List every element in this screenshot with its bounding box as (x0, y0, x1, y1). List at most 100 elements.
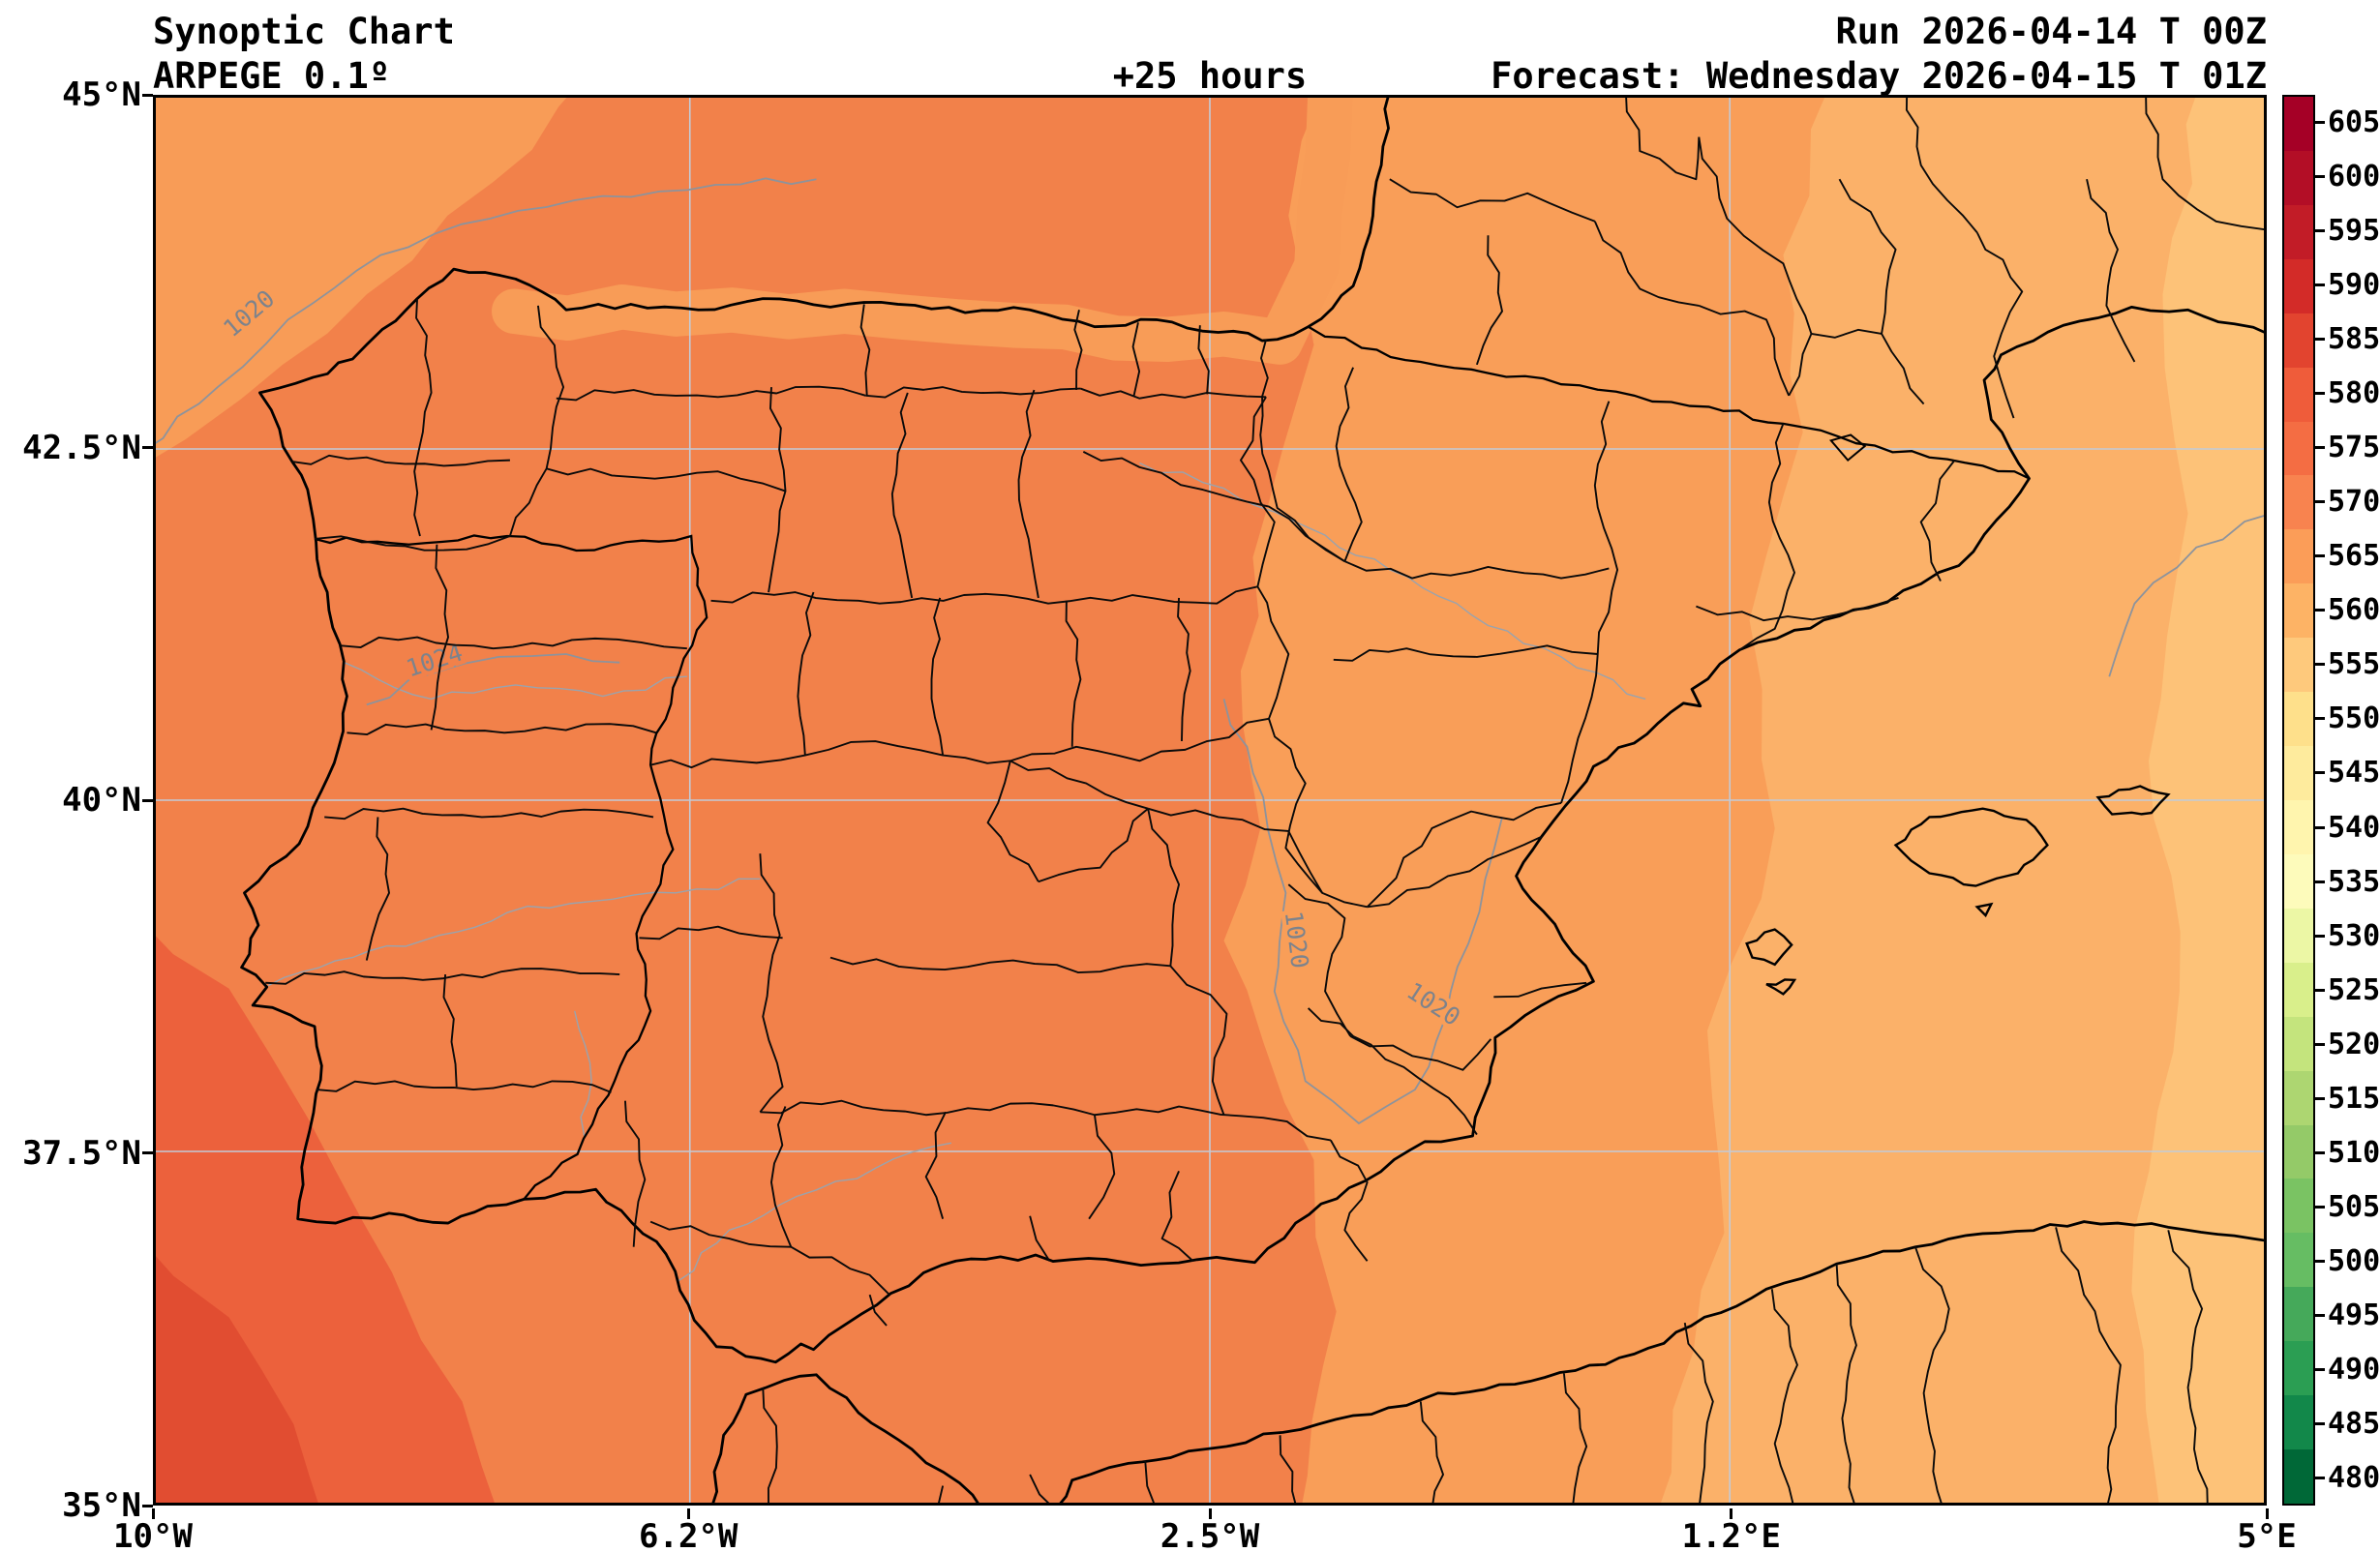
colorbar-segment (2284, 1124, 2313, 1179)
province-boundary (1344, 561, 1609, 578)
colorbar-tick-label: 515 (2328, 1081, 2380, 1116)
colorbar-tick-row: 510 (2315, 1125, 2380, 1179)
province-boundary (625, 1101, 645, 1247)
colorbar-tick (2315, 120, 2325, 124)
colorbar-tick-label: 600 (2328, 159, 2380, 194)
run-label: Run 2026-04-14 T 00Z (1835, 11, 2267, 52)
colorbar-tick-row: 600 (2315, 149, 2380, 203)
colorbar-tick-label: 565 (2328, 539, 2380, 574)
colorbar-segment (2284, 853, 2313, 909)
province-boundary (926, 1112, 946, 1218)
colorbar-tick (2315, 1042, 2325, 1046)
colorbar-segment (2284, 313, 2313, 368)
colorbar-tick (2315, 174, 2325, 178)
province-boundary (1083, 452, 1344, 561)
province-boundary (547, 468, 786, 491)
river-line (1139, 463, 1645, 700)
colorbar-tick-label: 550 (2328, 701, 2380, 736)
province-boundary (1260, 340, 1344, 561)
colorbar-tick-label: 595 (2328, 213, 2380, 248)
island-coastline (1977, 904, 1992, 915)
province-boundary (1010, 761, 1148, 808)
province-boundary (265, 969, 619, 984)
colorbar-tick-row: 565 (2315, 529, 2380, 583)
border-spain-france (1309, 327, 2030, 479)
colorbar-segment (2284, 1233, 2313, 1288)
province-boundary (444, 974, 457, 1087)
africa-coastline-east (1055, 1222, 2264, 1503)
colorbar-tick (2315, 934, 2325, 938)
colorbar-tick-row: 585 (2315, 312, 2380, 366)
river-line (678, 1143, 951, 1280)
colorbar-tick-row: 545 (2315, 746, 2380, 800)
colorbar-tick (2315, 500, 2325, 504)
province-boundary (932, 598, 944, 756)
y-axis-tick (142, 1504, 153, 1507)
colorbar-segment (2284, 1070, 2313, 1125)
colorbar-tick (2315, 337, 2325, 341)
colorbar-tick-label: 525 (2328, 972, 2380, 1007)
province-boundary (865, 387, 1080, 397)
colorbar-segment (2284, 962, 2313, 1017)
colorbar-tick-label: 485 (2328, 1407, 2380, 1442)
colorbar-tick (2315, 717, 2325, 721)
colorbar-segment (2284, 421, 2313, 476)
river-line (268, 879, 760, 985)
colorbar-tick-label: 480 (2328, 1461, 2380, 1496)
province-boundary (892, 393, 912, 598)
province-boundary (1699, 306, 1789, 396)
province-boundary (1288, 884, 1350, 1036)
province-boundary (771, 1107, 791, 1247)
province-boundary (1280, 1435, 1297, 1503)
colorbar-tick-row: 495 (2315, 1289, 2380, 1343)
province-boundary (414, 299, 431, 536)
colorbar-tick-row: 570 (2315, 475, 2380, 529)
colorbar-tick-row: 540 (2315, 800, 2380, 854)
x-axis-tick-label: 1.2°E (1681, 1517, 1781, 1552)
x-axis-tick-label: 2.5°W (1160, 1517, 1260, 1552)
colorbar-tick-row: 575 (2315, 420, 2380, 474)
province-boundary (1564, 1373, 1586, 1503)
province-boundary (1089, 1115, 1114, 1218)
x-axis-tick (1208, 1508, 1212, 1519)
colorbar-segment (2284, 529, 2313, 584)
colorbar-tick-label: 585 (2328, 321, 2380, 356)
colorbar-tick (2315, 554, 2325, 558)
colorbar-tick-label: 520 (2328, 1027, 2380, 1061)
x-axis-tick (686, 1508, 690, 1519)
x-axis-tick (2265, 1508, 2269, 1519)
isobars (156, 178, 2264, 1123)
colorbar-tick (2315, 391, 2325, 395)
y-axis-tick (142, 798, 153, 802)
province-boundary (1368, 803, 1561, 907)
colorbar-tick-row: 555 (2315, 638, 2380, 692)
province-boundary (367, 817, 389, 960)
x-axis-tick-label: 10°W (113, 1517, 193, 1552)
colorbar-tick-row: 520 (2315, 1017, 2380, 1071)
province-boundary (1595, 222, 1699, 306)
colorbar-tick-label: 560 (2328, 593, 2380, 628)
colorbar-tick (2315, 988, 2325, 992)
colorbar-tick-row: 530 (2315, 909, 2380, 963)
colorbar-tick (2315, 663, 2325, 667)
colorbar-segment (2284, 1016, 2313, 1071)
colorbar-tick-row: 550 (2315, 692, 2380, 746)
colorbar-segment (2284, 692, 2313, 747)
colorbar-tick-row: 605 (2315, 95, 2380, 149)
colorbar-tick-label: 530 (2328, 918, 2380, 953)
national-borders (315, 327, 2029, 1200)
province-boundary (1074, 310, 1081, 390)
province-boundary (1907, 98, 1977, 232)
province-boundary (1561, 402, 1617, 803)
map-plot-area: 1020 1024 1020 1020 (153, 95, 2267, 1506)
province-boundary (1837, 1264, 1856, 1503)
province-boundary (1772, 1289, 1797, 1503)
colorbar-segment (2284, 367, 2313, 422)
province-boundary (1368, 837, 1542, 908)
island-coastline (1766, 979, 1794, 994)
colorbar-tick-row: 480 (2315, 1451, 2380, 1506)
colorbar-tick-label: 580 (2328, 375, 2380, 410)
colorbar-tick (2315, 1206, 2325, 1209)
rivers (268, 463, 1645, 1281)
colorbar-tick-row: 525 (2315, 963, 2380, 1017)
